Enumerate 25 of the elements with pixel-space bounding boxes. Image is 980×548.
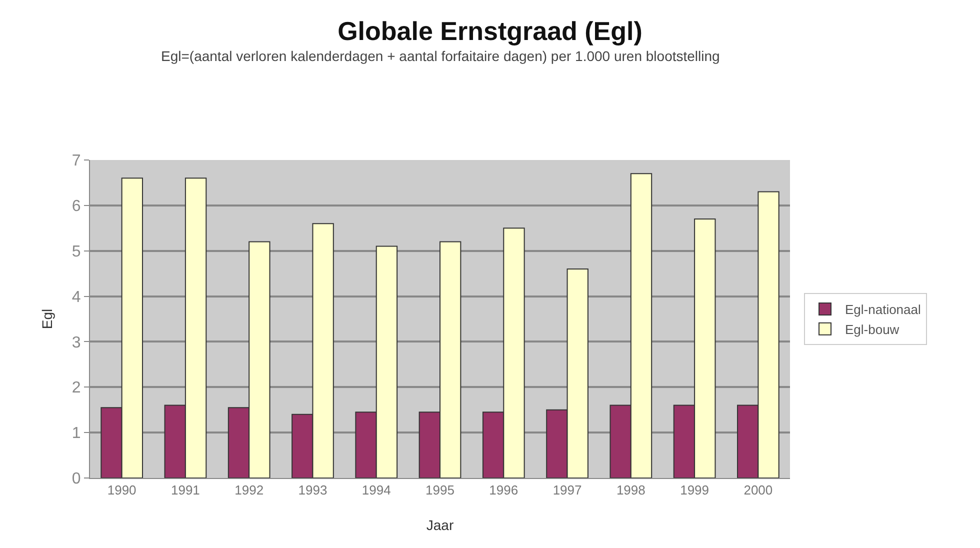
x-tick-label: 1997 — [552, 482, 582, 498]
y-tick-label: 5 — [72, 243, 81, 260]
y-tick-label: 1 — [72, 425, 81, 442]
x-tick-label: 1996 — [489, 482, 518, 498]
y-tick-label: 3 — [72, 334, 81, 352]
x-tick-label: 1999 — [680, 482, 710, 498]
x-tick-label: 1995 — [426, 482, 454, 498]
x-tick-label: 1994 — [362, 482, 391, 498]
y-tick-label: 4 — [72, 288, 81, 306]
x-tick-label: 2000 — [744, 482, 773, 498]
x-axis-title: Jaar — [426, 517, 454, 533]
chart-subtitle: Egl=(aantal verloren kalenderdagen + aantal forfaitaire dagen) per 1.000 uren blootstelling — [161, 48, 720, 64]
legend-label: Egl-nationaal — [845, 302, 921, 318]
x-tick-label: 1993 — [298, 482, 328, 498]
chart-title: Globale Ernstgraad (Egl) — [338, 16, 642, 46]
y-tick-label: 2 — [72, 380, 81, 397]
y-tick-label: 0 — [72, 470, 81, 488]
x-tick-label: 1991 — [170, 482, 200, 498]
x-tick-label: 1992 — [234, 482, 264, 498]
legend-label: Egl-bouw — [845, 322, 900, 337]
y-axis-title: Egl — [39, 308, 55, 330]
x-tick-label: 1990 — [107, 482, 136, 498]
y-tick-label: 6 — [72, 198, 81, 216]
x-tick-label: 1998 — [616, 482, 646, 498]
y-tick-label: 7 — [72, 152, 81, 170]
